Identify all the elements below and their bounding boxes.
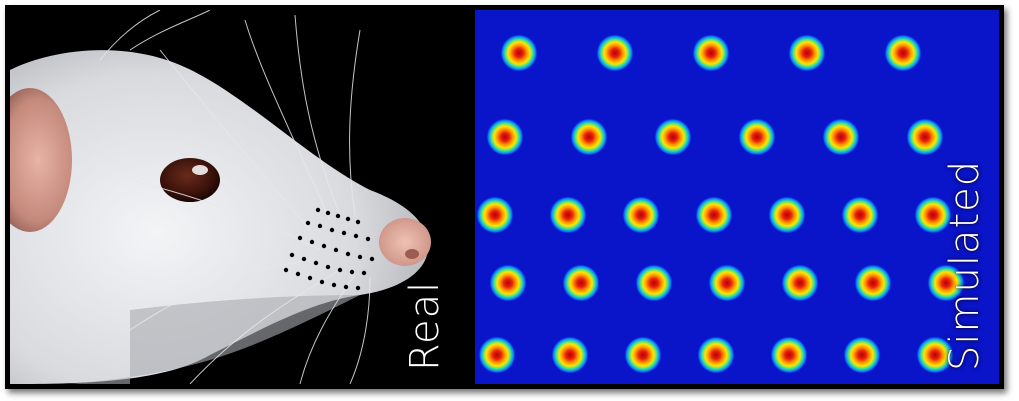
simulated-dot (768, 196, 806, 234)
whiskers (99, 10, 371, 384)
simulated-dot (486, 118, 524, 156)
simulated-dot-grid (475, 10, 999, 384)
simulated-heatmap-panel (475, 10, 999, 384)
simulated-label: Simulated (942, 159, 988, 371)
simulated-dot (697, 336, 735, 374)
simulated-dot (854, 264, 892, 302)
simulated-dot (692, 34, 730, 72)
real-label: Real (402, 280, 448, 371)
simulated-dot (500, 34, 538, 72)
rat-eye (160, 158, 220, 202)
simulated-dot (596, 34, 634, 72)
simulated-dot (738, 118, 776, 156)
simulated-dot (551, 336, 589, 374)
figure-frame (5, 5, 1004, 389)
real-rat-photo (10, 10, 467, 384)
simulated-dot (843, 336, 881, 374)
simulated-dot (476, 196, 514, 234)
rat-ear (10, 88, 72, 232)
simulated-dot (549, 196, 587, 234)
simulated-dot (788, 34, 826, 72)
simulated-dot (478, 336, 516, 374)
simulated-dot (770, 336, 808, 374)
rat-nose (379, 218, 431, 266)
simulated-dot (822, 118, 860, 156)
simulated-dot (624, 336, 662, 374)
simulated-dot (489, 264, 527, 302)
simulated-dot (622, 196, 660, 234)
simulated-dot (884, 34, 922, 72)
simulated-dot (781, 264, 819, 302)
rat-illustration (10, 10, 431, 384)
simulated-dot (570, 118, 608, 156)
simulated-dot (708, 264, 746, 302)
simulated-dot (906, 118, 944, 156)
simulated-dot (914, 196, 952, 234)
simulated-dot (635, 264, 673, 302)
simulated-dot (916, 336, 954, 374)
simulated-dot (841, 196, 879, 234)
simulated-dot (927, 264, 965, 302)
simulated-dot (695, 196, 733, 234)
simulated-dot (562, 264, 600, 302)
whisker-dots (283, 207, 375, 291)
simulated-dot (654, 118, 692, 156)
